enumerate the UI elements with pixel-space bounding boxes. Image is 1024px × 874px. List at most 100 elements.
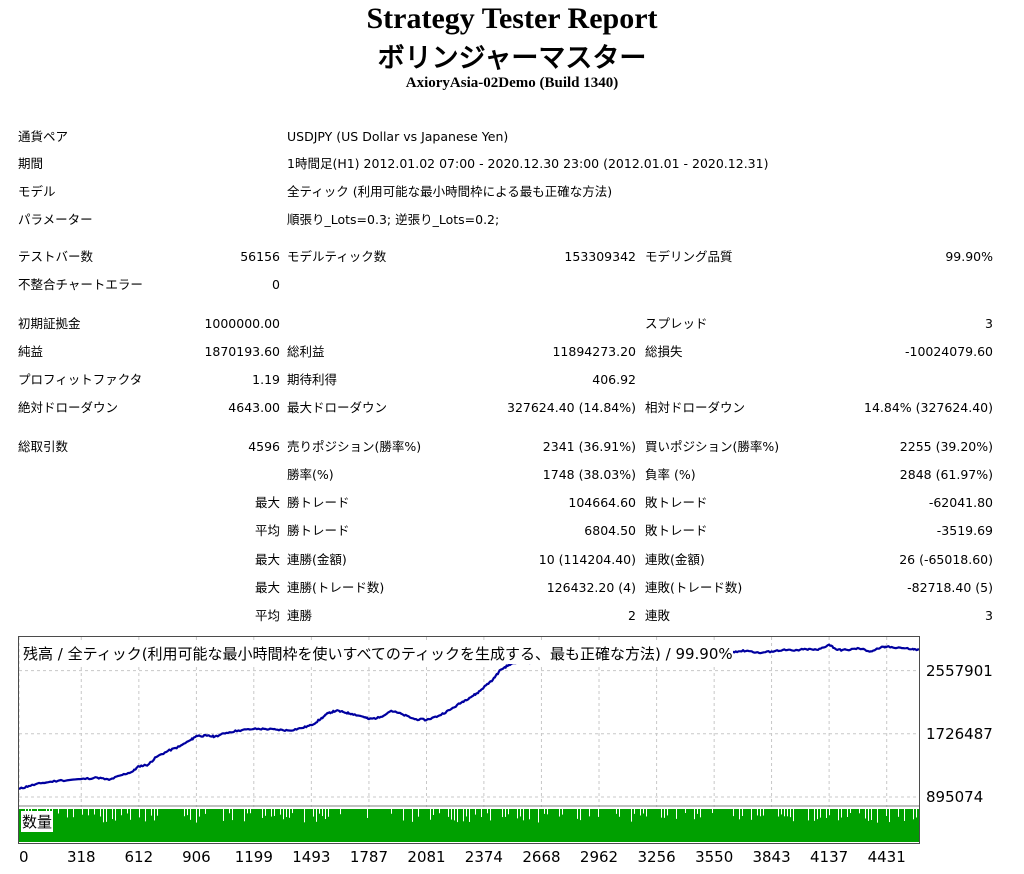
volume-gap	[127, 809, 128, 814]
largest-loss-label: 敗トレード	[645, 495, 708, 510]
volume-gap	[340, 809, 341, 815]
volume-gap	[865, 809, 866, 819]
volume-gap	[877, 809, 878, 823]
max-drawdown-label: 最大ドローダウン	[287, 400, 388, 415]
volume-gap	[73, 809, 74, 818]
consec-win-money-label: 連勝(金額)	[287, 552, 347, 567]
balance-chart-svg	[19, 637, 919, 842]
x-tick-label: 612	[124, 848, 154, 866]
volume-label: 数量	[21, 811, 54, 832]
volume-gap	[547, 809, 548, 815]
volume-gap	[808, 809, 809, 821]
volume-gap	[517, 809, 518, 819]
volume-gap	[232, 809, 233, 821]
win-rate-label: 勝率(%)	[287, 467, 334, 482]
volume-gap	[838, 809, 839, 821]
volume-gap	[661, 809, 662, 818]
volume-gap	[787, 809, 788, 817]
largest-prefix: 最大	[254, 495, 280, 510]
volume-gap	[676, 809, 677, 819]
volume-gap	[508, 809, 509, 815]
volume-gap	[319, 809, 320, 814]
volume-gap	[694, 809, 695, 820]
volume-gap	[151, 809, 152, 816]
volume-gap	[481, 809, 482, 818]
long-positions-label: 買いポジション(勝率%)	[645, 439, 780, 454]
volume-gap	[700, 809, 701, 818]
volume-gap	[904, 809, 905, 821]
avg-consec-loss-value: 3	[985, 608, 993, 623]
volume-gap	[751, 809, 752, 820]
volume-gap	[457, 809, 458, 823]
volume-gap	[184, 809, 185, 817]
volume-gap	[328, 809, 329, 817]
x-tick-label: 3256	[637, 848, 676, 866]
average-loss-label: 敗トレード	[645, 523, 708, 538]
net-profit-label: 純益	[18, 344, 44, 359]
volume-gap	[451, 809, 452, 820]
volume-gap	[433, 809, 434, 816]
volume-gap	[313, 809, 314, 817]
y-tick-label: 2557901	[926, 661, 993, 680]
mismatch-value: 0	[272, 277, 280, 292]
volume-gap	[466, 809, 467, 817]
spread-value: 3	[985, 316, 993, 331]
gross-profit-value: 11894273.20	[552, 344, 636, 359]
volume-gap	[121, 809, 122, 816]
net-profit-value: 1870193.60	[204, 344, 280, 359]
short-positions-value: 2341 (36.91%)	[542, 439, 636, 454]
x-tick-label: 1199	[234, 848, 273, 866]
volume-gap	[712, 809, 713, 814]
volume-gap	[82, 809, 83, 815]
avg-consec-win-label: 連勝	[287, 608, 313, 623]
volume-gap	[88, 809, 89, 816]
volume-gap	[781, 809, 782, 815]
max-drawdown-value: 327624.40 (14.84%)	[507, 400, 636, 415]
consec-loss-count-label: 連敗(トレード数)	[645, 580, 743, 595]
volume-gap	[631, 809, 632, 822]
server-build: AxioryAsia-02Demo (Build 1340)	[405, 75, 619, 91]
x-tick-label: 906	[182, 848, 211, 866]
profit-factor-label: プロフィットファクタ	[18, 372, 143, 387]
volume-gap	[304, 809, 305, 823]
consec-money-prefix: 最大	[254, 552, 280, 567]
consec-win-count-value: 126432.20 (4)	[546, 580, 636, 595]
volume-gap	[559, 809, 560, 817]
volume-gap	[841, 809, 842, 818]
volume-gap	[289, 809, 290, 818]
balance-line	[19, 643, 919, 790]
volume-gap	[67, 809, 68, 818]
volume-gap	[490, 809, 491, 821]
symbol-value: USDJPY (US Dollar vs Japanese Yen)	[287, 129, 509, 144]
x-tick-label: 4431	[867, 848, 906, 866]
x-tick-label: 1787	[349, 848, 389, 866]
volume-gap	[817, 809, 818, 820]
period-label: 期間	[18, 156, 44, 171]
volume-gap	[139, 809, 140, 818]
volume-gap	[913, 809, 914, 820]
long-positions-value: 2255 (39.20%)	[899, 439, 993, 454]
volume-gap	[778, 809, 779, 817]
volume-gap	[199, 809, 200, 817]
volume-gap	[130, 809, 131, 820]
largest-win-label: 勝トレード	[287, 495, 350, 510]
volume-gap	[814, 809, 815, 821]
volume-gap	[448, 809, 449, 817]
volume-gap	[157, 809, 158, 816]
volume-gap	[847, 809, 848, 817]
params-value: 順張り_Lots=0.3; 逆張り_Lots=0.2;	[287, 212, 500, 227]
volume-gap	[505, 809, 506, 817]
volume-gap	[190, 809, 191, 820]
volume-gap	[292, 809, 293, 814]
x-tick-label: 3550	[695, 848, 734, 866]
period-value: 1時間足(H1) 2012.01.02 07:00 - 2020.12.30 2…	[287, 156, 769, 171]
expected-payoff-value: 406.92	[592, 372, 636, 387]
consec-loss-money-label: 連敗(金額)	[645, 552, 705, 567]
volume-gap	[538, 809, 539, 823]
volume-gap	[502, 809, 503, 818]
volume-gap	[487, 809, 488, 814]
volume-gap	[664, 809, 665, 818]
volume-gap	[430, 809, 431, 820]
volume-gap	[463, 809, 464, 822]
expected-payoff-label: 期待利得	[287, 372, 338, 387]
